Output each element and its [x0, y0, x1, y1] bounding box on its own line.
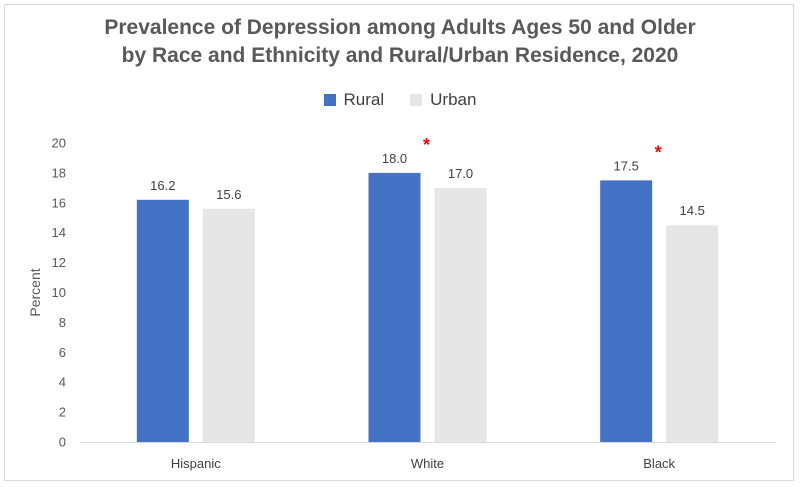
chart-title-line-1: Prevalence of Depression among Adults Ag… — [104, 16, 696, 39]
legend-label-urban: Urban — [430, 90, 477, 109]
bar-rural-white — [368, 172, 421, 442]
bar-urban-hispanic — [202, 208, 255, 442]
bar-rural-hispanic — [136, 199, 189, 442]
data-label-urban-black: 14.5 — [680, 203, 705, 218]
x-category-label: Hispanic — [171, 456, 221, 471]
chart-title-line-2: by Race and Ethnicity and Rural/Urban Re… — [121, 44, 679, 67]
y-tick-label: 2 — [59, 405, 66, 420]
data-label-rural-hispanic: 16.2 — [150, 178, 175, 193]
y-tick-label: 20 — [52, 136, 66, 151]
y-tick-label: 16 — [52, 195, 66, 210]
y-tick-label: 0 — [59, 435, 66, 450]
y-tick-label: 18 — [52, 165, 66, 180]
bar-rural-black — [600, 180, 653, 442]
chart-title: Prevalence of Depression among Adults Ag… — [0, 14, 800, 70]
y-axis-title: Percent — [27, 268, 43, 316]
x-category-label: Black — [643, 456, 675, 471]
legend-label-rural: Rural — [343, 90, 385, 109]
y-tick-label: 4 — [59, 375, 66, 390]
y-tick-label: 6 — [59, 345, 66, 360]
legend-swatch-rural — [323, 94, 336, 106]
data-label-rural-white: 18.0 — [382, 151, 407, 166]
legend-swatch-urban — [410, 94, 423, 106]
bar-urban-white — [434, 187, 487, 442]
data-label-urban-white: 17.0 — [448, 166, 473, 181]
legend-item-urban: Urban — [410, 90, 476, 110]
significance-marker-black: * — [655, 142, 662, 162]
bar-urban-black — [666, 225, 719, 442]
y-tick-label: 8 — [59, 315, 66, 330]
y-tick-label: 14 — [52, 225, 66, 240]
significance-marker-white: * — [423, 135, 430, 155]
y-tick-label: 12 — [52, 255, 66, 270]
data-label-urban-hispanic: 15.6 — [216, 187, 241, 202]
data-label-rural-black: 17.5 — [614, 158, 639, 173]
legend-item-rural: Rural — [323, 90, 385, 110]
y-tick-label: 10 — [52, 285, 66, 300]
x-category-label: White — [411, 456, 444, 471]
chart-legend: Rural Urban — [0, 90, 800, 110]
